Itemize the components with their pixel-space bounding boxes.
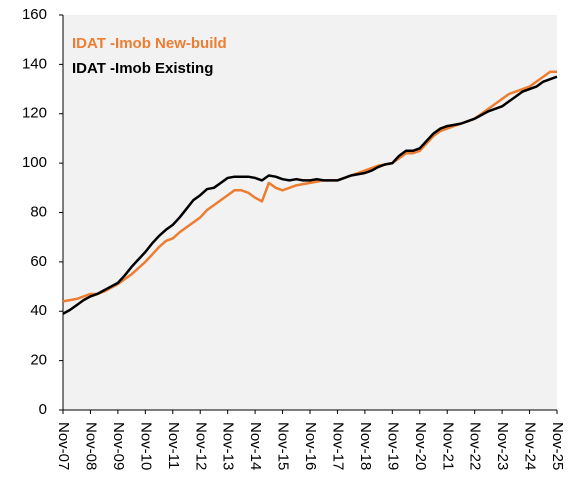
series-line xyxy=(62,75,558,315)
x-tick-label: Nov-22 xyxy=(467,422,484,470)
y-tick-label: 60 xyxy=(30,253,47,270)
y-tick-label: 0 xyxy=(39,401,47,418)
legend-entry: IDAT -Imob New-build xyxy=(72,35,227,52)
x-tick-label: Nov-13 xyxy=(220,422,237,470)
x-tick-label: Nov-20 xyxy=(412,422,429,470)
y-tick-label: 160 xyxy=(22,6,47,23)
x-tick-label: Nov-21 xyxy=(439,422,456,470)
x-tick-label: Nov-09 xyxy=(110,422,127,470)
x-tick-label: Nov-12 xyxy=(192,422,209,470)
x-tick-label: Nov-25 xyxy=(549,422,566,470)
y-tick-label: 140 xyxy=(22,55,47,72)
x-tick-label: Nov-10 xyxy=(137,422,154,470)
y-tick-label: 120 xyxy=(22,105,47,122)
plot-area xyxy=(63,15,557,410)
x-tick-label: Nov-19 xyxy=(384,422,401,470)
x-tick-label: Nov-07 xyxy=(55,422,72,470)
x-tick-label: Nov-08 xyxy=(82,422,99,470)
x-tick-label: Nov-24 xyxy=(522,422,539,470)
x-tick-label: Nov-14 xyxy=(247,422,264,470)
y-tick-label: 40 xyxy=(30,302,47,319)
x-tick-label: Nov-23 xyxy=(494,422,511,470)
x-tick-label: Nov-15 xyxy=(275,422,292,470)
y-tick-label: 20 xyxy=(30,352,47,369)
x-tick-label: Nov-11 xyxy=(165,422,182,469)
y-tick-label: 100 xyxy=(22,154,47,171)
legend-entry: IDAT -Imob Existing xyxy=(72,60,213,77)
x-tick-label: Nov-16 xyxy=(302,422,319,470)
x-tick-label: Nov-17 xyxy=(329,422,346,470)
y-tick-label: 80 xyxy=(30,203,47,220)
x-tick-label: Nov-18 xyxy=(357,422,374,470)
